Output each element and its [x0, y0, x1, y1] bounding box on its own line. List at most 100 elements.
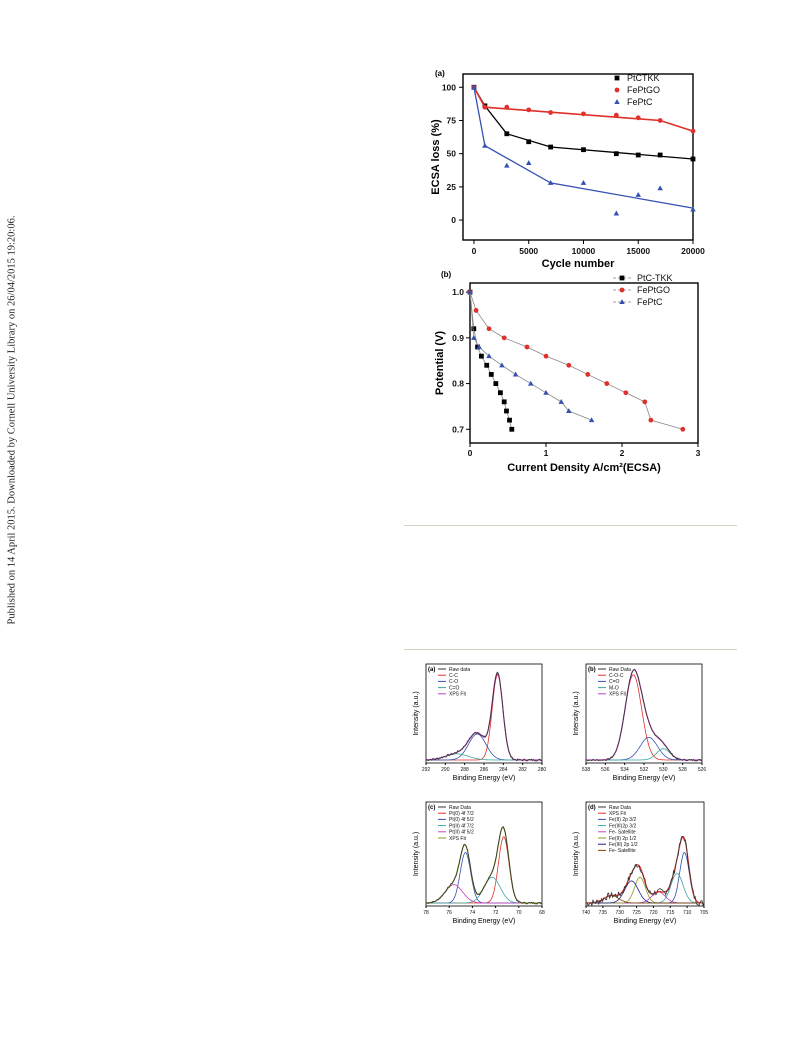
legend-label: Pt(II) 4f 5/2	[449, 830, 474, 836]
legend-label: FePtC	[627, 97, 653, 107]
chart-xps-c1s: 292 290 288 286 284 282 280 Binding Energy (eV)…	[413, 663, 547, 782]
y-tick-label: 50	[447, 149, 457, 159]
xps-fit-envelope	[586, 669, 702, 761]
x-tick-label: 282	[518, 767, 527, 773]
data-point	[484, 362, 490, 368]
chart-potential: 0 1 2 3 0.7 0.8 0.9 1.0 Current Density A/cm²(EC…	[434, 270, 701, 474]
legend-label: XPS Fit	[609, 692, 627, 698]
x-axis-label: Binding Energy (eV)	[613, 775, 676, 782]
panel-label: (d)	[588, 805, 596, 811]
x-tick-label: 74	[470, 910, 476, 916]
data-point	[524, 344, 530, 350]
plot-frame	[585, 801, 705, 907]
data-point	[547, 180, 554, 185]
legend-label: XPS Fit	[449, 692, 467, 698]
x-tick-label: 705	[700, 910, 709, 916]
peak-component	[426, 851, 542, 904]
data-point	[488, 372, 494, 377]
legend-label: Pt(0) 4f 5/2	[449, 817, 474, 823]
x-tick-label: 2	[620, 448, 625, 458]
data-point	[558, 398, 564, 404]
data-point	[526, 139, 532, 145]
data-point	[486, 353, 492, 359]
panel-label: (b)	[588, 667, 596, 673]
data-point	[504, 131, 510, 137]
legend-marker	[614, 87, 620, 93]
data-point	[623, 390, 629, 396]
peak-component	[586, 748, 702, 761]
xps-fit-envelope	[426, 672, 542, 761]
series-feptc	[471, 84, 696, 216]
data-point	[581, 147, 586, 153]
x-tick-label: 290	[441, 767, 450, 773]
x-tick-label: 710	[683, 910, 692, 916]
x-axis-label: Cycle number	[542, 258, 615, 270]
raw-data-trace	[585, 836, 705, 907]
raw-data-trace	[585, 668, 703, 762]
data-point	[566, 362, 572, 368]
publication-side-note: Published on 14 April 2015. Downloaded b…	[0, 0, 24, 1039]
data-point	[504, 104, 510, 110]
data-point	[543, 389, 549, 395]
y-axis-label: Intensity (a.u.)	[413, 691, 420, 735]
divider-line-top	[404, 525, 737, 526]
y-tick-label: 0.9	[452, 333, 464, 343]
x-tick-label: 536	[601, 767, 610, 773]
legend-label: XPS Fit	[609, 811, 627, 817]
data-point	[635, 191, 641, 197]
data-point	[471, 334, 477, 340]
data-point	[548, 144, 554, 150]
legend-label: Raw Data	[609, 667, 631, 673]
x-tick-label: 528	[678, 767, 687, 773]
series-ptctkk	[471, 84, 696, 162]
peak-component	[586, 880, 704, 904]
y-axis-label: Intensity (a.u.)	[573, 832, 580, 876]
x-axis-label: Binding Energy (eV)	[614, 918, 677, 925]
legend-marker	[619, 275, 625, 281]
legend-marker	[619, 299, 625, 305]
data-point	[499, 362, 505, 368]
legend-label: PtC-TKK	[637, 273, 673, 283]
legend-label: C=O	[449, 685, 460, 691]
chart-ecsa-loss: 0 5000 10000 15000 20000 0 25 50 75 100 Cycle numb…	[430, 69, 705, 270]
x-tick-label: 286	[480, 767, 489, 773]
data-point	[635, 115, 641, 121]
legend-label: C=O	[609, 679, 620, 685]
data-point	[498, 390, 503, 396]
legend-label: Fe- Satellite	[609, 830, 636, 836]
x-tick-label: 72	[493, 910, 499, 916]
data-point	[580, 180, 587, 185]
data-point	[566, 408, 572, 414]
y-axis-label: Potential (V)	[434, 331, 446, 396]
raw-data-trace	[425, 671, 543, 762]
data-point	[507, 417, 512, 423]
legend-label: Raw data	[449, 667, 470, 673]
data-point	[482, 104, 488, 110]
data-point	[479, 353, 484, 359]
x-axis-label: Current Density A/cm²(ECSA)	[507, 462, 661, 474]
x-tick-label: 1	[544, 448, 549, 458]
data-point	[581, 111, 586, 117]
data-point	[548, 110, 554, 115]
x-tick-label: 538	[582, 767, 591, 773]
series-feptc	[467, 289, 595, 423]
data-point	[471, 84, 477, 90]
legend-label: Pt(II) 4f 7/2	[449, 823, 474, 829]
series-fit-line	[473, 86, 694, 132]
peak-component	[426, 876, 542, 904]
legend-label: Fe(III)2p 3/2	[609, 823, 636, 829]
data-point	[690, 206, 696, 212]
x-tick-label: 292	[422, 767, 431, 773]
x-tick-label: 280	[538, 767, 547, 773]
legend-label: Fe(II) 2p 3/2	[609, 817, 636, 823]
legend-label: Pt(0) 4f 7/2	[449, 811, 474, 817]
panel-label: (c)	[428, 805, 435, 811]
data-point	[613, 112, 619, 118]
plot-frame	[425, 663, 543, 764]
legend-label: Fe(II) 2p 1/2	[609, 836, 636, 842]
x-tick-label: 530	[659, 767, 668, 773]
y-tick-label: 1.0	[452, 287, 464, 297]
data-point	[642, 399, 648, 405]
y-tick-label: 0.7	[452, 424, 464, 434]
x-tick-label: 5000	[519, 246, 538, 256]
